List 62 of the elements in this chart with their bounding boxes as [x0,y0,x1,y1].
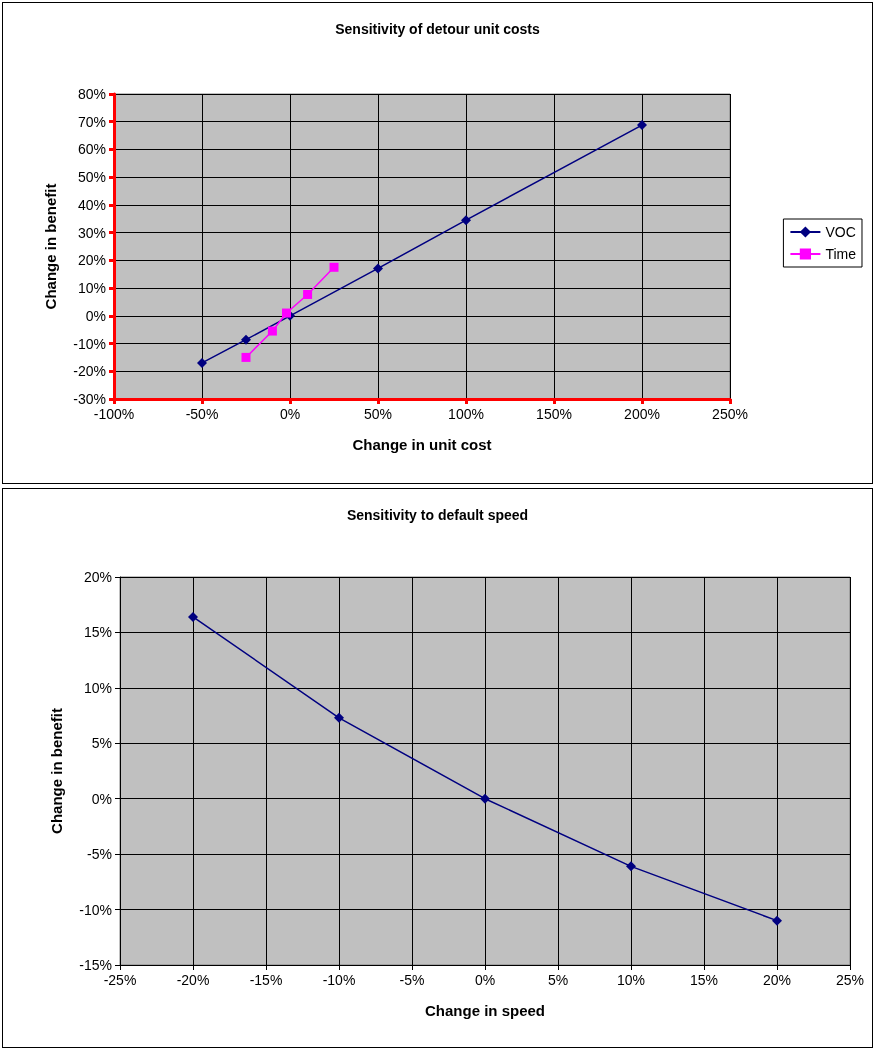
x-tick-label: -10% [322,972,356,988]
x-tick-label: 0% [279,406,301,422]
x-tick-label: 100% [448,406,484,422]
x-tick-label: 20% [762,972,792,988]
y-tick-label: -20% [73,363,106,380]
y-tick-label: 20% [77,252,106,269]
chart-title: Sensitivity of detour unit costs [335,21,540,37]
x-axis-title: Change in unit cost [352,436,492,453]
x-tick-label: 150% [536,406,572,422]
point [334,712,344,723]
y-tick-label: 70% [77,113,106,130]
y-tick-label: 80% [77,86,106,102]
point [303,289,313,299]
x-tick-label: 200% [624,406,660,422]
y-tick-label: 10% [77,280,106,297]
point [373,263,383,274]
point [772,915,782,926]
point [267,326,277,336]
y-tick-label: -15% [79,957,112,973]
y-tick-label: 15% [83,624,112,641]
x-tick-label: 50% [363,406,393,422]
y-tick-label: 0% [85,307,106,324]
y-tick-label: 30% [77,224,106,241]
x-tick-label: 15% [689,972,719,988]
y-axis-title: Change in benefit [48,708,65,834]
x-tick-label: -15% [249,972,283,988]
y-tick-label: 50% [77,169,106,186]
point [461,215,471,226]
point [241,352,251,362]
y-axis-title: Change in benefit [42,183,59,310]
point [281,308,291,318]
legend-label: VOC [825,224,856,240]
y-tick-label: 10% [83,679,112,696]
point [637,120,647,131]
x-tick-label: -5% [399,972,425,988]
x-tick-label: -20% [176,972,210,988]
point [329,262,339,272]
y-tick-label: 20% [83,569,112,585]
y-tick-label: 40% [77,196,106,213]
x-tick-label: -100% [93,406,135,422]
x-tick-label: 10% [616,972,646,988]
x-tick-label: -25% [103,972,137,988]
x-tick-label: 5% [547,972,569,988]
point [626,861,636,872]
x-tick-label: 25% [835,972,865,988]
legend-label: Time [825,246,857,262]
point [480,793,490,804]
chart-title: Sensitivity to default speed [346,507,529,523]
y-tick-label: 60% [77,141,106,158]
x-tick-label: 0% [474,972,496,988]
x-axis-title: Change in speed [424,1002,546,1019]
y-tick-label: -10% [79,901,112,918]
y-tick-label: -10% [73,335,106,352]
x-tick-label: 250% [712,406,748,422]
y-tick-label: 0% [91,790,112,807]
point [241,334,251,345]
x-tick-label: -50% [185,406,219,422]
y-tick-label: 5% [91,735,112,752]
point [197,357,207,368]
y-tick-label: -5% [87,846,112,863]
point [188,611,198,622]
y-tick-label: -30% [73,391,106,407]
